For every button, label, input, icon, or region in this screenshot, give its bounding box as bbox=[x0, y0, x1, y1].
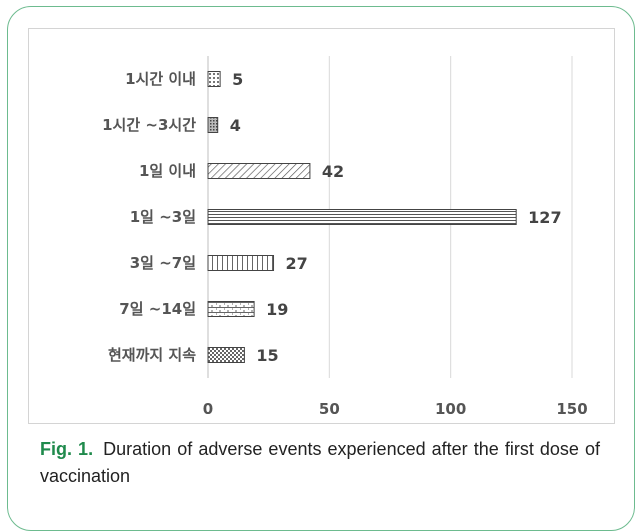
category-label: 1일 이내 bbox=[139, 162, 196, 180]
category-label: 현재까지 지속 bbox=[108, 346, 196, 364]
bars bbox=[207, 71, 517, 363]
data-label: 15 bbox=[256, 346, 278, 365]
x-tick-label: 0 bbox=[203, 400, 213, 418]
labels: 0 50 100 150 1시간 이내 5 1시간 ~3시간 4 1일 이내 42 1일 ~3일 12… bbox=[102, 70, 588, 418]
figure-number: Fig. 1. bbox=[40, 439, 94, 459]
bar bbox=[207, 117, 219, 133]
category-label: 1일 ~3일 bbox=[130, 208, 196, 226]
category-label: 3일 ~7일 bbox=[130, 254, 196, 272]
data-label: 4 bbox=[230, 116, 241, 135]
figure-caption: Fig. 1. Duration of adverse events exper… bbox=[40, 436, 600, 490]
bar-chart: 0 50 100 150 1시간 이내 5 1시간 ~3시간 4 1일 이내 42 1일 ~3일 12… bbox=[102, 56, 588, 418]
bar bbox=[207, 209, 517, 225]
data-label: 5 bbox=[232, 70, 243, 89]
bar bbox=[207, 347, 245, 363]
bar bbox=[207, 71, 221, 87]
x-tick-label: 100 bbox=[435, 400, 466, 418]
chart-area bbox=[28, 28, 615, 424]
data-label: 42 bbox=[322, 162, 344, 181]
figure-caption-text: Duration of adverse events experienced a… bbox=[40, 439, 600, 486]
bar bbox=[207, 301, 255, 317]
data-label: 19 bbox=[266, 300, 288, 319]
bar bbox=[207, 255, 275, 271]
category-label: 1시간 ~3시간 bbox=[102, 116, 196, 134]
bar bbox=[207, 163, 311, 179]
category-label: 1시간 이내 bbox=[125, 70, 196, 88]
category-label: 7일 ~14일 bbox=[119, 300, 196, 318]
x-tick-label: 50 bbox=[319, 400, 340, 418]
data-label: 27 bbox=[286, 254, 308, 273]
data-label: 127 bbox=[528, 208, 561, 227]
x-tick-label: 150 bbox=[556, 400, 587, 418]
